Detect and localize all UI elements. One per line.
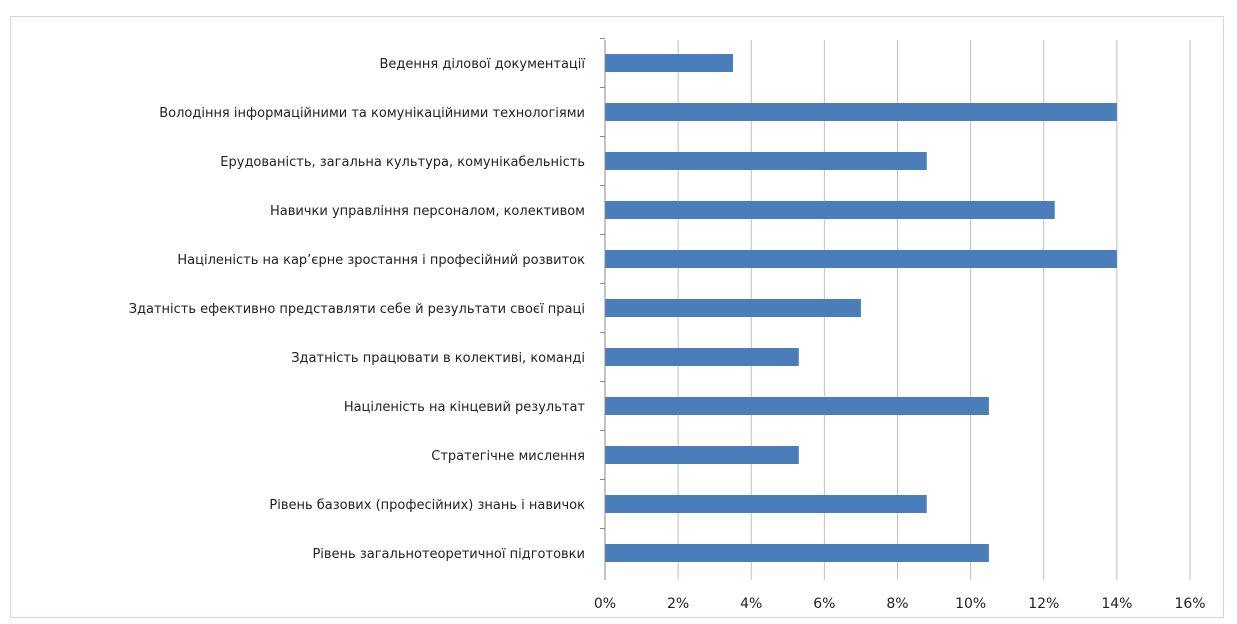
x-tick-label: 0%	[594, 596, 616, 612]
category-label: Здатність працювати в колективі, команді	[291, 351, 585, 366]
category-label: Рівень загальнотеоретичної підготовки	[312, 547, 585, 562]
category-label: Ведення ділової документації	[380, 57, 586, 72]
category-label: Навички управління персоналом, колективо…	[270, 204, 585, 219]
bar	[605, 201, 1055, 219]
category-labels: Ведення ділової документації Володіння ін…	[129, 57, 586, 562]
x-tick-label: 4%	[740, 596, 762, 612]
bar	[605, 54, 733, 72]
bar	[605, 495, 927, 513]
category-label: Націленість на кар’єрне зростання і проф…	[177, 253, 585, 268]
bar	[605, 152, 927, 170]
x-tick-label: 16%	[1174, 596, 1205, 612]
bars	[605, 54, 1117, 562]
category-label: Стратегічне мислення	[431, 449, 585, 464]
bar	[605, 348, 799, 366]
x-tick-label: 8%	[886, 596, 908, 612]
bar	[605, 544, 989, 562]
bar	[605, 299, 861, 317]
x-tick-label: 6%	[813, 596, 835, 612]
category-label: Націленість на кінцевий результат	[344, 400, 586, 415]
bar	[605, 250, 1117, 268]
bar	[605, 397, 989, 415]
x-tick-label: 10%	[955, 596, 986, 612]
gridlines	[600, 38, 1191, 580]
bar	[605, 103, 1117, 121]
x-tick-label: 12%	[1028, 596, 1059, 612]
x-axis-ticks: 0% 2% 4% 6% 8% 10% 12% 14% 16%	[594, 596, 1206, 612]
category-label: Ерудованість, загальна культура, комунік…	[220, 155, 585, 170]
category-label: Здатність ефективно представляти себе й …	[129, 302, 585, 317]
x-tick-label: 2%	[667, 596, 689, 612]
category-label: Рівень базових (професійних) знань і нав…	[269, 498, 585, 513]
category-label: Володіння інформаційними та комунікаційн…	[159, 106, 585, 121]
x-tick-label: 14%	[1101, 596, 1132, 612]
bar	[605, 446, 799, 464]
